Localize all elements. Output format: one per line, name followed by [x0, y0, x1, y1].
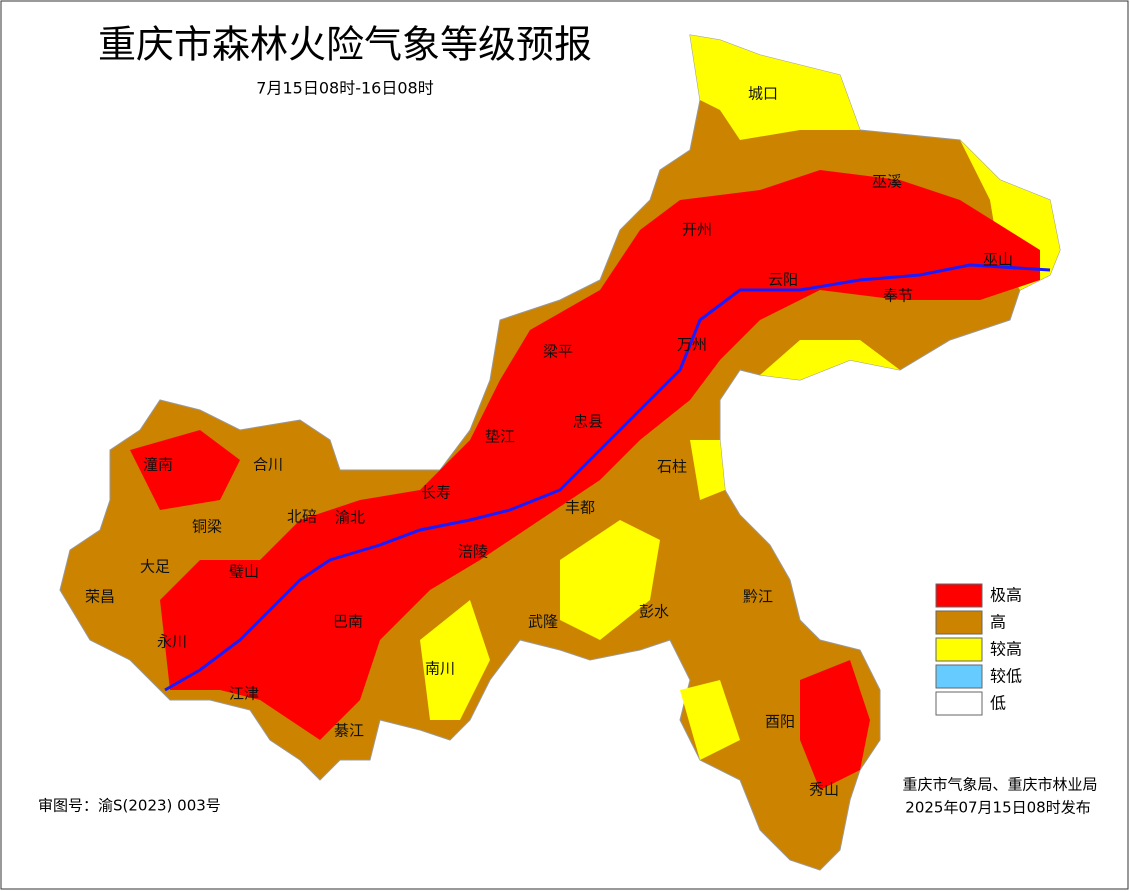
district-label: 荣昌: [85, 588, 115, 606]
legend-swatch: [935, 637, 983, 662]
district-label: 渝北: [335, 509, 365, 527]
district-label: 南川: [425, 660, 455, 678]
legend-label: 较高: [990, 640, 1022, 659]
district-label: 江津: [229, 685, 259, 703]
district-label: 万州: [677, 336, 707, 354]
subtitle: 7月15日08时-16日08时: [256, 79, 433, 98]
region-extreme: [160, 170, 1040, 740]
district-label: 城口: [748, 85, 778, 103]
river: [164, 263, 1051, 692]
region-moderate: [420, 600, 490, 720]
region-extreme: [130, 430, 240, 510]
district-label: 潼南: [143, 456, 173, 474]
district-label: 彭水: [639, 603, 669, 621]
issuer: 重庆市气象局、重庆市林业局: [902, 776, 1097, 794]
district-label: 綦江: [334, 722, 364, 740]
region-moderate: [560, 520, 660, 640]
district-label: 垫江: [485, 428, 515, 446]
district-label: 合川: [253, 456, 283, 474]
legend-swatch: [935, 664, 983, 689]
map-shapes: [59, 34, 1061, 871]
legend-swatch: [935, 583, 983, 608]
district-label: 大足: [140, 558, 170, 576]
district-label: 璧山: [229, 563, 259, 581]
legend-label: 低: [990, 694, 1006, 713]
approval-number: 审图号：渝S(2023) 003号: [38, 797, 221, 815]
region-moderate: [680, 680, 740, 760]
district-label: 奉节: [883, 287, 913, 305]
district-label: 巫山: [983, 251, 1013, 269]
title: 重庆市森林火险气象等级预报: [98, 23, 592, 67]
legend-swatch: [935, 610, 983, 635]
district-label: 开州: [682, 221, 712, 239]
district-label: 铜梁: [192, 518, 222, 536]
district-label: 云阳: [768, 271, 798, 289]
district-label: 梁平: [543, 343, 573, 361]
district-label: 巴南: [333, 613, 363, 631]
region-extreme: [800, 660, 870, 790]
district-label: 酉阳: [765, 713, 795, 731]
district-label: 忠县: [573, 413, 603, 431]
legend-swatch: [935, 691, 983, 716]
region-moderate: [760, 340, 900, 380]
district-label: 长寿: [421, 484, 451, 502]
district-label: 武隆: [528, 613, 558, 631]
region-moderate: [690, 440, 725, 500]
district-label: 永川: [157, 633, 187, 651]
district-label: 北碚: [287, 508, 317, 526]
district-label: 涪陵: [458, 543, 488, 561]
legend-label: 极高: [990, 586, 1022, 605]
region-moderate: [690, 35, 860, 140]
district-label: 黔江: [743, 588, 773, 606]
legend-label: 较低: [990, 667, 1022, 686]
district-label: 巫溪: [872, 173, 902, 191]
district-label: 丰都: [565, 499, 595, 517]
district-label: 石柱: [657, 458, 687, 476]
issue-time: 2025年07月15日08时发布: [905, 799, 1090, 817]
legend-label: 高: [990, 613, 1006, 632]
district-label: 秀山: [809, 781, 839, 799]
